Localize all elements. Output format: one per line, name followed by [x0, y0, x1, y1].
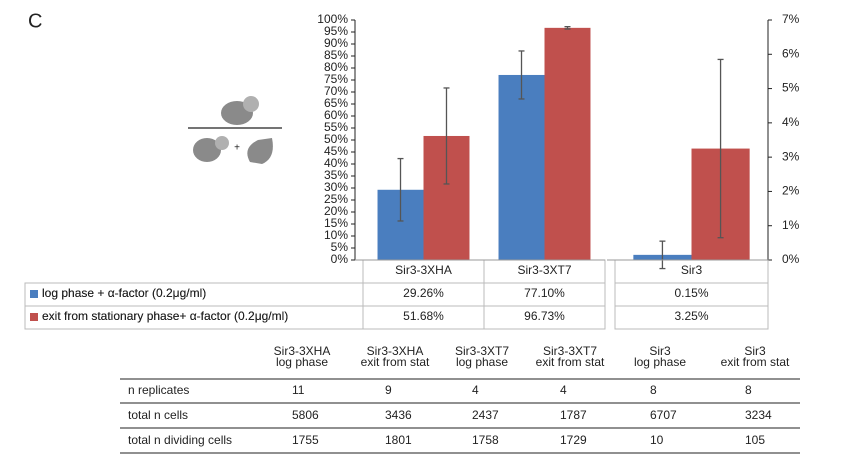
- y-tick-label: 95%: [324, 24, 348, 38]
- y-tick-label: 5%: [782, 81, 800, 95]
- table-cell: 8: [650, 383, 657, 397]
- y-tick-label: 45%: [324, 144, 348, 158]
- value-label: 29.26%: [403, 286, 444, 300]
- value-label: 77.10%: [524, 286, 565, 300]
- y-tick-label: 3%: [782, 149, 800, 163]
- value-label: 3.25%: [674, 309, 708, 323]
- value-label: 96.73%: [524, 309, 565, 323]
- table-cell: 4: [560, 383, 567, 397]
- cell-icon: [247, 138, 273, 164]
- bar: [545, 28, 591, 260]
- y-tick-label: 6%: [782, 46, 800, 60]
- table-cell: 9: [385, 383, 392, 397]
- category-label: Sir3-3XT7: [517, 263, 571, 277]
- table-cell: 3234: [745, 408, 772, 422]
- figure: C + 0%5%10%15%20%25%30%35%40%45%50%55%60…: [0, 0, 846, 461]
- y-tick-label: 0%: [331, 252, 349, 266]
- column-header: exit from stat: [721, 355, 790, 369]
- y-tick-label: 75%: [324, 72, 348, 86]
- table-cell: 105: [745, 433, 765, 447]
- table-cell: 3436: [385, 408, 412, 422]
- row-label: n replicates: [128, 383, 189, 397]
- y-tick-label: 90%: [324, 36, 348, 50]
- y-tick-label: 80%: [324, 60, 348, 74]
- legend-swatch: [30, 313, 38, 321]
- category-label: Sir3: [681, 263, 703, 277]
- row-label: total n dividing cells: [128, 433, 232, 447]
- y-tick-label: 10%: [324, 228, 348, 242]
- table-cell: 1787: [560, 408, 587, 422]
- y-tick-label: 2%: [782, 184, 800, 198]
- y-tick-label: 4%: [782, 115, 800, 129]
- y-tick-label: 50%: [324, 132, 348, 146]
- plus-sign: +: [234, 143, 240, 154]
- column-header: exit from stat: [361, 355, 430, 369]
- row-label: total n cells: [128, 408, 188, 422]
- table-cell: 4: [472, 383, 479, 397]
- y-tick-label: 85%: [324, 48, 348, 62]
- y-tick-label: 1%: [782, 218, 800, 232]
- cell-icon: [243, 96, 259, 112]
- table-cell: 10: [650, 433, 664, 447]
- table-cell: 8: [745, 383, 752, 397]
- value-label: 51.68%: [403, 309, 444, 323]
- table-cell: 6707: [650, 408, 677, 422]
- table-cell: 2437: [472, 408, 499, 422]
- table-cell: 11: [292, 383, 305, 397]
- y-tick-label: 60%: [324, 108, 348, 122]
- y-tick-label: 70%: [324, 84, 348, 98]
- y-tick-label: 15%: [324, 216, 348, 230]
- y-tick-label: 40%: [324, 156, 348, 170]
- cell-icon: [215, 136, 229, 150]
- y-tick-label: 7%: [782, 12, 800, 26]
- legend-label: exit from stationary phase+ α-factor (0.…: [42, 309, 288, 323]
- column-header: log phase: [456, 355, 508, 369]
- legend-swatch: [30, 290, 38, 298]
- value-label: 0.15%: [674, 286, 708, 300]
- y-tick-label: 65%: [324, 96, 348, 110]
- table-cell: 1801: [385, 433, 412, 447]
- column-header: log phase: [276, 355, 328, 369]
- panel-label: C: [28, 10, 42, 32]
- legend-label: log phase + α-factor (0.2μg/ml): [42, 286, 206, 300]
- table-cell: 1729: [560, 433, 587, 447]
- y-tick-label: 25%: [324, 192, 348, 206]
- cell-diagram: +: [188, 96, 282, 164]
- column-header: exit from stat: [536, 355, 605, 369]
- table-cell: 5806: [292, 408, 319, 422]
- y-tick-label: 55%: [324, 120, 348, 134]
- page: C + 0%5%10%15%20%25%30%35%40%45%50%55%60…: [0, 0, 846, 461]
- table-cell: 1755: [292, 433, 319, 447]
- y-tick-label: 35%: [324, 168, 348, 182]
- category-label: Sir3-3XHA: [395, 263, 452, 277]
- table-cell: 1758: [472, 433, 499, 447]
- bar: [499, 75, 545, 260]
- y-tick-label: 100%: [317, 12, 348, 26]
- y-tick-label: 30%: [324, 180, 348, 194]
- y-tick-label: 0%: [782, 252, 800, 266]
- y-tick-label: 5%: [331, 240, 349, 254]
- y-tick-label: 20%: [324, 204, 348, 218]
- column-header: log phase: [634, 355, 686, 369]
